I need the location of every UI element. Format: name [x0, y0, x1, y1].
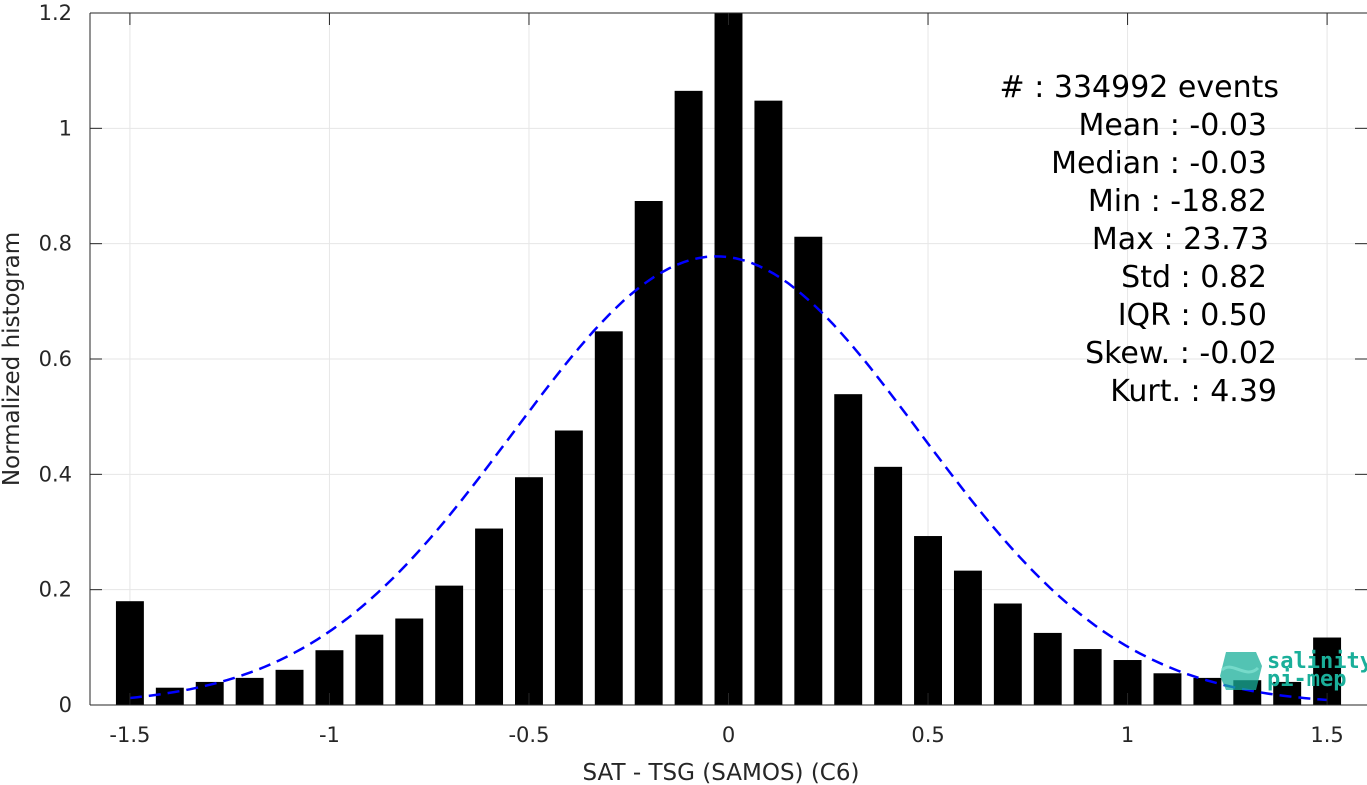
y-tick-label: 0.8 — [39, 232, 72, 256]
stat-max: Max : 23.73 — [1092, 222, 1269, 257]
x-tick-label: 1.5 — [1310, 723, 1343, 747]
stat-min: Min : -18.82 — [1088, 184, 1267, 219]
histogram-bar — [674, 90, 703, 706]
y-tick-label: 0.2 — [39, 578, 72, 602]
histogram-bar — [475, 528, 504, 705]
axes-frame — [89, 12, 1367, 706]
x-tick-label: 0.5 — [911, 723, 944, 747]
stat-events: # : 334992 events — [1000, 70, 1279, 105]
stat-median: Median : -0.03 — [1051, 146, 1267, 181]
histogram-bar — [195, 681, 224, 705]
stats-box: # : 334992 events Mean : -0.03 Median : … — [1000, 70, 1279, 409]
histogram-bar — [275, 669, 304, 705]
histogram-bar — [874, 466, 903, 705]
histogram-bar — [714, 13, 743, 705]
histogram-bar — [1033, 632, 1062, 705]
y-tick-label: 0.4 — [39, 462, 72, 486]
histogram-bar — [355, 634, 384, 705]
x-tick-label: -1 — [319, 723, 340, 747]
gaussian-fit-curve — [129, 255, 1328, 702]
y-tick-label: 1.2 — [39, 1, 72, 25]
histogram-bar — [914, 536, 942, 705]
y-tick-label: 0.6 — [39, 347, 72, 371]
histogram-bars — [115, 13, 1342, 706]
histogram-bar — [1193, 677, 1222, 705]
histogram-bar — [834, 394, 863, 705]
x-tick-label: 1 — [1121, 723, 1134, 747]
logo-text-line1: salinity — [1267, 649, 1367, 674]
histogram-bar — [515, 477, 543, 705]
y-tick-label: 0 — [59, 693, 72, 717]
salinity-pimep-logo: salinity pi-mep — [1220, 649, 1367, 692]
histogram-bar — [395, 618, 424, 705]
histogram-bar — [435, 585, 464, 705]
stat-iqr: IQR : 0.50 — [1118, 298, 1267, 333]
histogram-bar — [1153, 673, 1182, 705]
y-tick-labels: 0 0.2 0.4 0.6 0.8 1 1.2 — [39, 1, 72, 717]
histogram-bar — [634, 200, 663, 705]
stat-std: Std : 0.82 — [1121, 260, 1267, 295]
stat-skew: Skew. : -0.02 — [1085, 336, 1277, 371]
histogram-bar — [754, 100, 783, 706]
histogram-bar — [235, 677, 264, 705]
logo-text-line2: pi-mep — [1267, 667, 1346, 692]
histogram-bar — [594, 331, 623, 705]
histogram-bar — [554, 430, 583, 705]
histogram-bar — [993, 603, 1022, 705]
x-tick-label: -0.5 — [508, 723, 549, 747]
histogram-bar — [1273, 681, 1302, 705]
stat-kurt: Kurt. : 4.39 — [1110, 374, 1277, 409]
stat-mean: Mean : -0.03 — [1078, 108, 1267, 143]
y-tick-label: 1 — [59, 116, 72, 140]
x-tick-labels: -1.5 -1 -0.5 0 0.5 1 1.5 — [109, 723, 1343, 747]
y-axis-label: Normalized histogram — [0, 232, 25, 486]
histogram-bar — [155, 687, 184, 705]
histogram-bar — [115, 601, 144, 705]
x-tick-label: -1.5 — [109, 723, 150, 747]
x-tick-label: 0 — [722, 723, 735, 747]
x-axis-label: SAT - TSG (SAMOS) (C6) — [583, 760, 860, 785]
histogram-bar — [953, 570, 982, 705]
histogram-bar — [1073, 649, 1102, 705]
histogram-bar — [794, 236, 823, 705]
